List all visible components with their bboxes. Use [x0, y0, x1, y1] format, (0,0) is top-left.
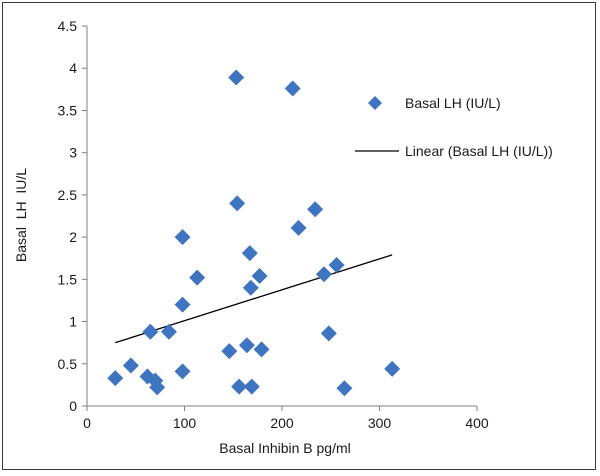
- data-point: [336, 380, 353, 397]
- x-tick-label: 300: [368, 415, 392, 431]
- data-point: [290, 219, 307, 236]
- data-points: [107, 69, 401, 397]
- legend-diamond-marker: [368, 96, 382, 110]
- data-point: [189, 269, 206, 286]
- chart-frame: 0 100 200 300 400 0 0.5 1 1.5 2 2.5 3 3.5 4 4.5 Basal…: [2, 2, 596, 470]
- data-point: [328, 256, 345, 273]
- data-point: [251, 267, 268, 284]
- data-point: [229, 195, 246, 212]
- data-point: [107, 370, 124, 387]
- data-point: [160, 323, 177, 340]
- y-tick-label: 0: [69, 398, 77, 414]
- y-tick-label: 2.5: [58, 187, 78, 203]
- plot-area: [107, 69, 401, 397]
- data-point: [384, 360, 401, 377]
- data-point: [228, 69, 245, 86]
- data-point: [238, 337, 255, 354]
- legend-trendline-label: Linear (Basal LH (IU/L)): [405, 143, 553, 159]
- data-point: [149, 379, 166, 396]
- x-tick-label: 100: [173, 415, 197, 431]
- data-point: [242, 279, 259, 296]
- y-tick-label: 1.5: [58, 271, 78, 287]
- y-tick-label: 3: [69, 145, 77, 161]
- data-point: [122, 357, 139, 374]
- y-tick-label: 2: [69, 229, 77, 245]
- y-tick-label: 3.5: [58, 102, 78, 118]
- data-point: [174, 229, 191, 246]
- data-point: [320, 325, 337, 342]
- x-axis-ticks: 0 100 200 300 400: [83, 406, 489, 431]
- data-point: [221, 343, 238, 360]
- x-axis-label: Basal Inhibin B pg/ml: [219, 440, 351, 456]
- linear-trendline: [115, 254, 393, 344]
- data-point: [243, 378, 260, 395]
- data-point: [307, 201, 324, 218]
- data-point: [253, 341, 270, 358]
- y-tick-label: 4: [69, 60, 77, 76]
- legend: Basal LH (IU/L) Linear (Basal LH (IU/L)): [355, 95, 553, 159]
- data-point: [241, 245, 258, 262]
- y-tick-label: 0.5: [58, 356, 78, 372]
- x-tick-label: 0: [83, 415, 91, 431]
- data-point: [174, 363, 191, 380]
- y-axis-label: Basal LH IU/L: [13, 168, 29, 262]
- scatter-chart: 0 100 200 300 400 0 0.5 1 1.5 2 2.5 3 3.5 4 4.5 Basal…: [13, 18, 553, 456]
- axes: 0 100 200 300 400 0 0.5 1 1.5 2 2.5 3 3.5 4 4.5: [58, 18, 489, 431]
- legend-series-label: Basal LH (IU/L): [405, 95, 501, 111]
- x-tick-label: 400: [465, 415, 489, 431]
- data-point: [231, 378, 248, 395]
- x-tick-label: 200: [270, 415, 294, 431]
- y-tick-label: 4.5: [58, 18, 78, 34]
- y-tick-label: 1: [69, 314, 77, 330]
- data-point: [284, 80, 301, 97]
- data-point: [315, 266, 332, 283]
- y-axis-ticks: 0 0.5 1 1.5 2 2.5 3 3.5 4 4.5: [58, 18, 87, 414]
- data-point: [142, 323, 159, 340]
- data-point: [174, 296, 191, 313]
